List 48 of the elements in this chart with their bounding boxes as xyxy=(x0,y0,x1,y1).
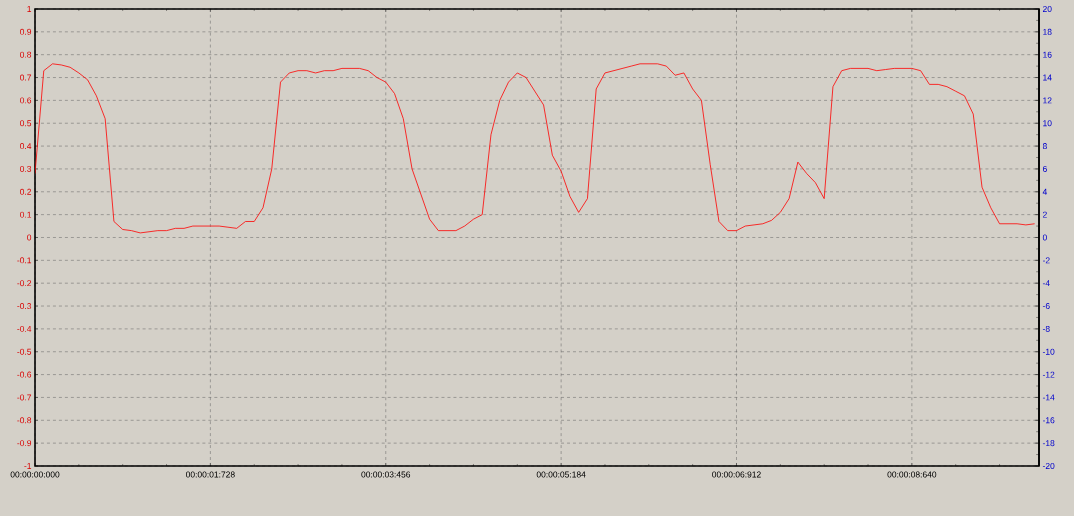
x-tick-label: 00:00:05:184 xyxy=(536,471,586,478)
y-tick-label: -1 xyxy=(24,463,32,469)
y-tick-label: 0.6 xyxy=(20,97,32,104)
y2-tick-label: -8 xyxy=(1042,325,1050,332)
y-tick-label: 1 xyxy=(27,6,32,12)
y2-tick-label: -18 xyxy=(1042,440,1055,447)
y-tick-label: -0.2 xyxy=(17,280,32,287)
x-tick-label: 00:00:00:000 xyxy=(10,471,60,478)
y-tick-label: 0.1 xyxy=(20,211,32,218)
y2-tick-label: -12 xyxy=(1042,371,1055,378)
y2-tick-label: 0 xyxy=(1042,234,1047,241)
y-tick-label: 0.2 xyxy=(20,188,32,195)
y2-tick-label: -16 xyxy=(1042,417,1055,424)
y-tick-label: 0.3 xyxy=(20,165,32,172)
x-tick-label: 00:00:06:912 xyxy=(712,471,761,478)
y-tick-label: 0.7 xyxy=(20,74,32,81)
y2-tick-label: -2 xyxy=(1042,257,1050,264)
y2-tick-label: 12 xyxy=(1043,97,1052,104)
y-tick-label: 0.9 xyxy=(20,28,32,35)
y-tick-label: -0.7 xyxy=(17,394,32,401)
y-tick-label: -0.3 xyxy=(17,303,32,310)
y2-tick-label: 2 xyxy=(1042,211,1047,218)
y2-tick-label: -6 xyxy=(1042,303,1050,310)
y2-tick-label: -14 xyxy=(1042,394,1055,401)
y-tick-label: -0.6 xyxy=(17,371,32,378)
y2-tick-label: 8 xyxy=(1042,143,1047,150)
y2-tick-label: 18 xyxy=(1043,28,1052,35)
y-tick-label: 0.4 xyxy=(20,143,32,150)
x-tick-label: 00:00:01:728 xyxy=(185,471,235,478)
y2-tick-label: 10 xyxy=(1043,120,1052,127)
y2-tick-label: 4 xyxy=(1042,188,1048,195)
y-tick-label: -0.5 xyxy=(17,348,32,355)
y2-tick-label: 20 xyxy=(1042,6,1052,12)
y-tick-label: -0.8 xyxy=(17,417,32,424)
y2-tick-label: -20 xyxy=(1042,462,1055,469)
y2-tick-label: -4 xyxy=(1042,280,1050,287)
y-tick-label: -0.9 xyxy=(17,440,32,447)
y2-tick-label: 6 xyxy=(1042,165,1047,172)
y2-tick-label: 16 xyxy=(1043,51,1052,58)
y2-tick-label: 14 xyxy=(1043,74,1052,81)
y2-tick-label: -10 xyxy=(1042,348,1055,355)
y-tick-label: 0.5 xyxy=(20,120,32,127)
y-tick-label: -0.1 xyxy=(17,257,32,264)
y-tick-label: 0.8 xyxy=(20,51,32,58)
x-tick-label: 00:00:08:640 xyxy=(887,471,937,478)
y-tick-label: 0 xyxy=(27,234,32,241)
y-tick-label: -0.4 xyxy=(17,325,32,332)
x-tick-label: 00:00:03:456 xyxy=(361,471,411,478)
